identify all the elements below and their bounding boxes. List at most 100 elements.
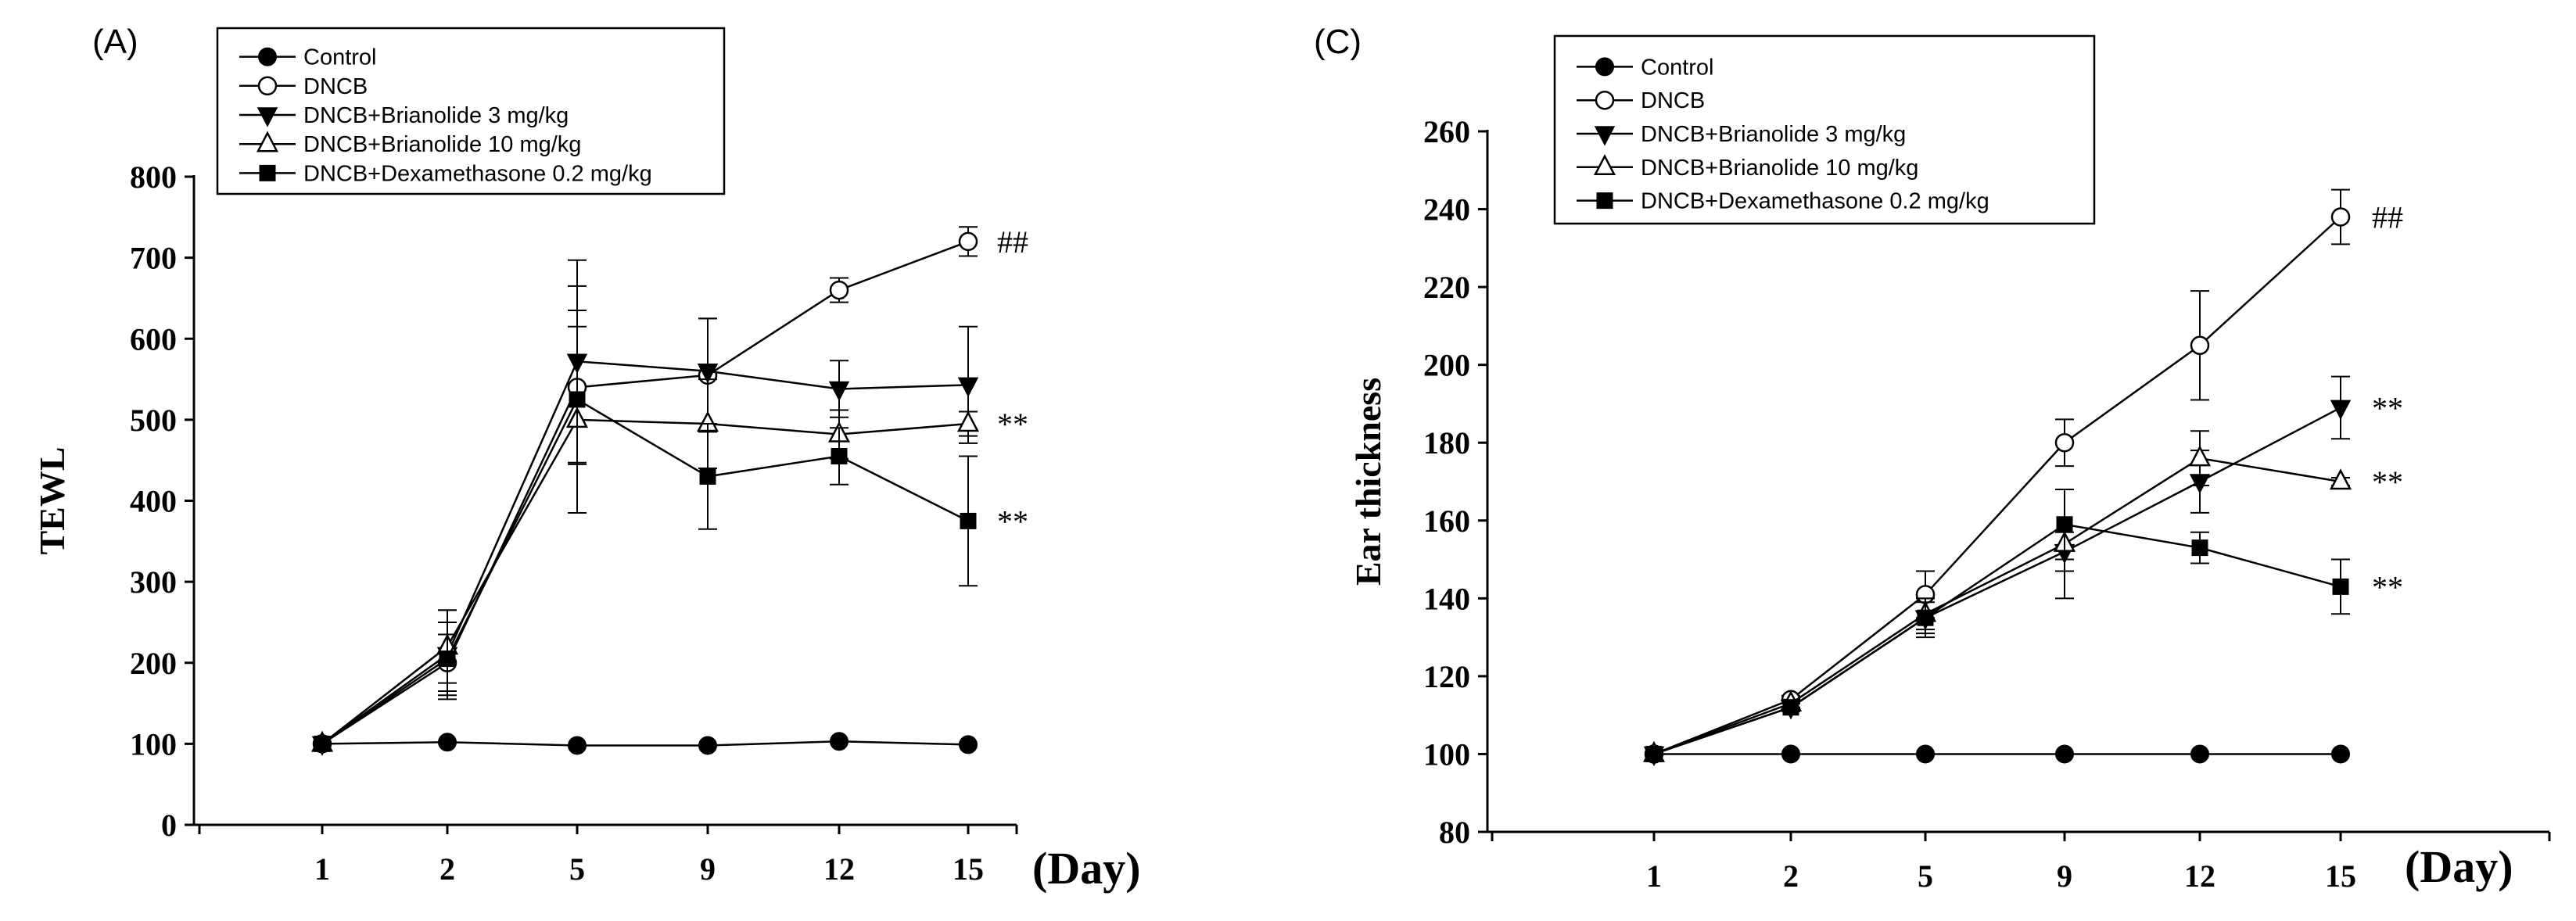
- significance-annotation: **: [2372, 464, 2403, 500]
- legend-label: DNCB+Brianolide 3 mg/kg: [1641, 122, 1906, 147]
- x-axis-unit-label: (Day): [2405, 841, 2513, 892]
- x-tick-label: 15: [953, 851, 984, 887]
- legend-marker: [257, 76, 278, 96]
- panel-label: (A): [92, 23, 138, 61]
- x-tick-label: 5: [569, 851, 585, 887]
- series-line: [321, 240, 969, 745]
- data-point: [697, 363, 719, 384]
- legend-marker: [257, 107, 278, 127]
- data-point: [2329, 468, 2352, 490]
- data-point: [957, 377, 979, 397]
- y-tick-label: 260: [1423, 114, 1470, 149]
- y-tick-label: 160: [1423, 504, 1470, 539]
- y-tick-label: 180: [1423, 425, 1470, 460]
- x-tick-label: 5: [1918, 858, 1933, 894]
- legend-marker: [258, 47, 277, 66]
- y-tick-label: 300: [130, 564, 177, 600]
- data-point: [828, 381, 850, 402]
- y-tick-label: 220: [1423, 270, 1470, 305]
- series-5: [1645, 488, 2350, 762]
- data-point: [568, 736, 587, 755]
- x-tick-label: 12: [2184, 858, 2215, 894]
- y-tick-label: 200: [130, 646, 177, 681]
- legend-label: DNCB+Brianolide 10 mg/kg: [1641, 156, 1918, 181]
- series-2: [1644, 188, 2351, 764]
- series-1: [313, 732, 978, 755]
- series-line: [321, 418, 969, 745]
- legend-box: [1553, 34, 2096, 225]
- data-point: [2331, 744, 2350, 764]
- legend-label: DNCB+Dexamethasone 0.2 mg/kg: [303, 161, 652, 186]
- x-tick-label: 15: [2325, 858, 2356, 894]
- legend-label: DNCB+Brianolide 10 mg/kg: [303, 132, 581, 157]
- y-tick-label: 0: [161, 808, 177, 843]
- data-point: [956, 410, 980, 432]
- legend-marker: [1594, 126, 1616, 146]
- legend: Control DNCB DNCB+Brianolide 3 mg/kg DNCB+B…: [216, 27, 726, 195]
- y-tick-label: 200: [1423, 348, 1470, 383]
- data-point: [2332, 578, 2349, 595]
- data-point: [1781, 744, 1800, 764]
- legend-label: Control: [303, 45, 377, 70]
- x-tick-label: 1: [1646, 858, 1662, 894]
- x-tick-label: 9: [700, 851, 716, 887]
- series-line: [1653, 407, 2341, 755]
- significance-annotation: ##: [997, 224, 1028, 260]
- series-line: [1653, 523, 2341, 755]
- significance-annotation: **: [2372, 569, 2403, 604]
- significance-annotation: **: [997, 407, 1028, 442]
- x-tick-label: 9: [2057, 858, 2072, 894]
- y-tick-label: 500: [130, 403, 177, 438]
- x-tick-label: 2: [439, 851, 455, 887]
- legend-marker: [1595, 90, 1615, 110]
- y-tick-label: 140: [1423, 581, 1470, 616]
- data-point: [314, 735, 331, 752]
- legend-marker: [1593, 154, 1616, 176]
- series-3: [1643, 375, 2352, 767]
- significance-annotation: **: [2372, 390, 2403, 425]
- series-4: [1642, 430, 2352, 762]
- series-line: [321, 740, 969, 747]
- series-line: [321, 360, 969, 745]
- legend-marker: [1596, 192, 1613, 210]
- y-tick-label: 100: [130, 726, 177, 762]
- y-tick-label: 600: [130, 321, 177, 357]
- data-point: [2054, 432, 2075, 453]
- x-tick-label: 12: [823, 851, 855, 887]
- data-point: [830, 732, 849, 751]
- y-tick-label: 100: [1423, 736, 1470, 772]
- data-point: [439, 650, 456, 668]
- data-point: [2188, 445, 2212, 467]
- x-tick-label: 1: [314, 851, 330, 887]
- legend: Control DNCB DNCB+Brianolide 3 mg/kg DNCB+B…: [1553, 34, 2096, 225]
- data-point: [829, 280, 849, 300]
- x-axis-unit-label: (Day): [1032, 843, 1141, 894]
- data-point: [2055, 744, 2074, 764]
- legend-marker: [259, 164, 276, 181]
- legend-label: DNCB+Brianolide 3 mg/kg: [303, 103, 569, 128]
- legend-label: DNCB+Dexamethasone 0.2 mg/kg: [1641, 189, 1989, 214]
- data-point: [831, 448, 848, 465]
- data-point: [959, 735, 978, 754]
- y-tick-label: 700: [130, 241, 177, 276]
- data-point: [2190, 744, 2209, 764]
- y-tick-label: 240: [1423, 192, 1470, 228]
- series-3: [311, 259, 979, 756]
- data-point: [569, 391, 586, 408]
- y-tick-label: 80: [1439, 815, 1470, 850]
- legend-marker: [256, 131, 279, 152]
- data-point: [2056, 516, 2073, 533]
- series-line: [1653, 457, 2341, 755]
- significance-annotation: **: [997, 504, 1028, 539]
- legend-marker: [1595, 57, 1614, 77]
- data-point: [1916, 744, 1935, 764]
- y-axis-title: Ear thickness: [1348, 378, 1388, 586]
- legend-label: DNCB: [1641, 88, 1705, 113]
- data-point: [699, 468, 716, 485]
- data-point: [1917, 609, 1934, 626]
- legend-box: [216, 27, 726, 195]
- y-tick-label: 800: [130, 159, 177, 195]
- series-line: [1653, 216, 2341, 755]
